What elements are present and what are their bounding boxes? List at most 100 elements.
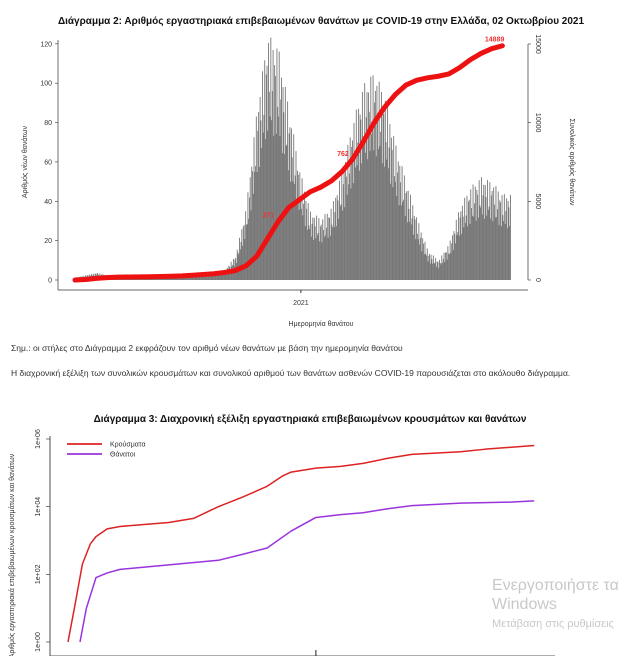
death-bar (242, 226, 244, 280)
death-bar (331, 224, 333, 280)
death-bar (242, 245, 244, 280)
death-bar (303, 203, 305, 280)
death-bar (413, 215, 415, 280)
death-bar (191, 276, 193, 280)
death-bar (404, 215, 406, 280)
death-bar (274, 76, 276, 280)
death-bar (488, 206, 490, 280)
death-bar (250, 210, 252, 280)
y-tick-label: 0 (48, 278, 52, 285)
death-bar (292, 181, 294, 280)
death-bar (420, 232, 422, 280)
death-bar (245, 224, 247, 280)
death-bar (456, 235, 458, 280)
death-bar (487, 179, 489, 280)
death-bar (458, 212, 460, 280)
death-bar (254, 171, 256, 280)
death-bar (477, 194, 479, 280)
death-bar (336, 195, 338, 280)
death-bar (294, 175, 296, 280)
death-bar (446, 259, 448, 280)
death-bar (226, 270, 228, 280)
death-bar (371, 129, 373, 280)
death-bar (300, 198, 302, 280)
death-bar (305, 200, 307, 280)
death-bar (461, 205, 463, 280)
series-line-deaths (79, 500, 535, 643)
death-bar (171, 277, 173, 280)
death-bar (174, 277, 176, 280)
death-bar (348, 184, 350, 280)
death-bar (355, 109, 357, 280)
death-bar (500, 226, 502, 280)
death-bar (399, 165, 401, 280)
death-bar (489, 182, 491, 280)
death-bar (478, 180, 480, 280)
death-bar (166, 277, 168, 280)
death-bar (480, 207, 482, 280)
death-bar (498, 225, 500, 280)
death-bar (490, 218, 492, 280)
death-bar (324, 214, 326, 280)
death-bar (403, 175, 405, 280)
death-bar (359, 114, 361, 280)
death-bar (442, 262, 443, 280)
y-tick-label: 120 (40, 41, 52, 48)
death-bar (468, 201, 469, 280)
death-bar (434, 262, 436, 280)
death-bar (161, 278, 163, 280)
death-bar (223, 273, 224, 280)
death-bar (505, 210, 507, 280)
death-bar (453, 231, 455, 280)
death-bar (245, 211, 247, 280)
cumulative-deaths-line (72, 43, 505, 283)
death-bar (343, 171, 345, 280)
death-bar (220, 272, 222, 280)
death-bar (454, 234, 456, 280)
death-bar (507, 201, 509, 280)
death-bar (202, 276, 204, 280)
death-bar (406, 191, 408, 280)
death-bar (200, 276, 202, 280)
death-bar (364, 83, 366, 280)
death-bar (413, 234, 414, 280)
death-bar (323, 236, 325, 280)
death-bar (336, 226, 337, 280)
death-bar (393, 136, 395, 280)
death-bar (290, 181, 292, 280)
death-bar (259, 97, 261, 280)
death-bar (197, 275, 199, 280)
death-bar (415, 239, 417, 280)
death-bar (345, 162, 347, 280)
death-bar (447, 246, 449, 280)
death-bar (457, 232, 459, 280)
death-bar (275, 133, 277, 280)
death-bar (475, 220, 477, 280)
death-bar (469, 223, 471, 280)
death-bar (398, 205, 400, 280)
death-bar (388, 147, 390, 280)
death-bar (261, 147, 263, 280)
death-bar (346, 194, 348, 280)
death-bar (431, 258, 433, 280)
death-bar (407, 190, 409, 280)
death-bar (390, 183, 392, 280)
death-bar (358, 108, 360, 280)
death-bar (493, 187, 495, 280)
death-bar (360, 119, 362, 280)
death-bar (225, 273, 227, 280)
death-bar (201, 275, 203, 280)
death-bar (296, 201, 298, 280)
death-bar (410, 194, 411, 280)
death-bar (195, 275, 197, 280)
death-bar (445, 252, 447, 280)
death-bar (279, 136, 281, 280)
death-bar (294, 183, 295, 280)
death-bar (319, 241, 321, 280)
y-tick-label: 80 (44, 120, 52, 127)
death-bar (287, 170, 289, 280)
death-bar (300, 208, 302, 280)
death-bar (224, 270, 226, 280)
death-bar (194, 275, 196, 280)
death-bar (268, 91, 270, 280)
